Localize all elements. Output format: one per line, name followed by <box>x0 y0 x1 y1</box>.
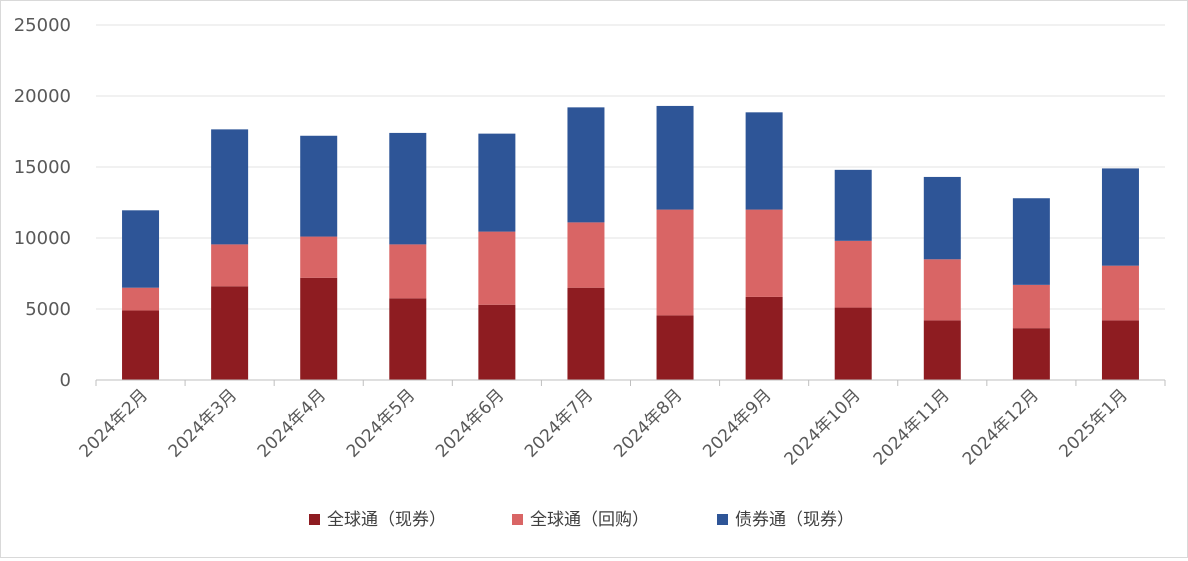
bar-segment <box>300 277 338 380</box>
bar-segment <box>389 244 427 299</box>
bar-segment <box>1012 198 1050 285</box>
x-tick-label: 2024年8月 <box>610 385 686 461</box>
x-tick-label: 2025年1月 <box>1056 385 1132 461</box>
bar-segment <box>834 307 872 380</box>
bar-segment <box>834 240 872 308</box>
legend-swatch <box>512 514 523 525</box>
x-tick-label: 2024年2月 <box>76 385 152 461</box>
legend-swatch <box>717 514 728 525</box>
bar-segment <box>923 320 961 380</box>
bar-segment <box>478 231 516 305</box>
legend-label: 债券通（现券） <box>735 510 854 530</box>
y-tick-label: 25000 <box>14 15 71 36</box>
bar-segment <box>122 287 160 311</box>
x-tick-label: 2024年6月 <box>432 385 508 461</box>
bar-segment <box>656 105 694 210</box>
bar-segment <box>745 209 783 297</box>
bar-segment <box>745 296 783 380</box>
legend-label: 全球通（现券） <box>327 510 446 530</box>
bar-segment <box>567 222 605 288</box>
x-tick-label: 2024年3月 <box>165 385 241 461</box>
bar-segment <box>211 244 249 287</box>
bar-segment <box>211 286 249 380</box>
y-tick-label: 15000 <box>14 157 71 178</box>
y-tick-label: 10000 <box>14 228 71 249</box>
y-tick-label: 20000 <box>14 86 71 107</box>
bar-segment <box>300 236 338 278</box>
bar-segment <box>656 209 694 316</box>
bar-segment <box>1101 168 1139 266</box>
x-tick-label: 2024年9月 <box>699 385 775 461</box>
bar-segment <box>567 287 605 380</box>
bar-segment <box>1101 320 1139 380</box>
bar-segment <box>745 112 783 210</box>
bar-segment <box>478 304 516 380</box>
bar-segment <box>211 129 249 245</box>
x-axis: 2024年2月 2024年3月 2024年4月 2024年5月 2024年6月 2024年… <box>76 379 1166 469</box>
bar-segment <box>300 135 338 237</box>
bar-segment <box>834 169 872 241</box>
y-tick-label: 5000 <box>25 299 71 320</box>
bar-segment <box>656 315 694 380</box>
x-tick-label: 2024年12月 <box>959 385 1043 469</box>
x-tick-label: 2024年5月 <box>343 385 419 461</box>
bar-segment <box>923 176 961 260</box>
x-tick-label: 2024年11月 <box>870 385 954 469</box>
bar-segment <box>923 259 961 321</box>
x-tick-label: 2024年7月 <box>521 385 597 461</box>
bar-segment <box>1101 265 1139 321</box>
x-tick-label: 2024年4月 <box>254 385 330 461</box>
bar-segment <box>478 133 516 232</box>
y-axis-ticks: 0 5000 10000 15000 20000 25000 <box>14 15 71 391</box>
bar-segment <box>122 210 160 288</box>
bar-segment <box>567 107 605 223</box>
legend-swatch <box>309 514 320 525</box>
bar-segment <box>1012 284 1050 329</box>
x-tick-label: 2024年10月 <box>781 385 865 469</box>
bar-segment <box>122 310 160 380</box>
legend-label: 全球通（回购） <box>530 510 649 530</box>
legend: 全球通（现券） 全球通（回购） 债券通（现券） <box>309 510 854 530</box>
bars <box>122 105 1139 380</box>
bar-segment <box>389 132 427 245</box>
gridlines <box>96 24 1165 310</box>
bar-segment <box>1012 328 1050 380</box>
y-tick-label: 0 <box>60 370 71 391</box>
bar-segment <box>389 298 427 380</box>
